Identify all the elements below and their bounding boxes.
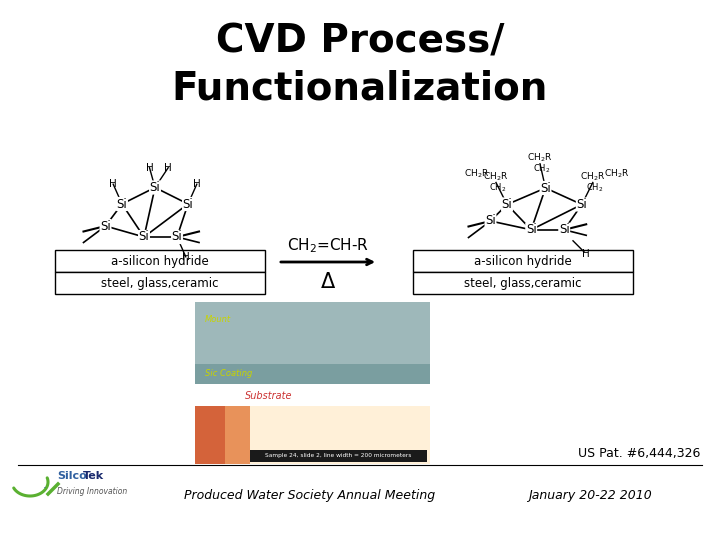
Text: CH$_2$R: CH$_2$R bbox=[604, 167, 630, 180]
Text: CVD Process/: CVD Process/ bbox=[216, 23, 504, 61]
Text: H: H bbox=[182, 252, 189, 262]
Text: a-silicon hydride: a-silicon hydride bbox=[111, 254, 209, 267]
Text: H: H bbox=[145, 163, 153, 173]
Text: H: H bbox=[109, 179, 117, 189]
Text: CH$_2$R: CH$_2$R bbox=[483, 170, 509, 183]
Text: CH$_2$R: CH$_2$R bbox=[580, 170, 606, 183]
Text: January 20-22 2010: January 20-22 2010 bbox=[528, 489, 652, 502]
Text: Si: Si bbox=[540, 181, 551, 194]
Text: H: H bbox=[164, 163, 172, 173]
Text: CH$_2$R: CH$_2$R bbox=[527, 152, 553, 164]
Text: US Pat. #6,444,326: US Pat. #6,444,326 bbox=[577, 447, 700, 460]
Bar bbox=[55, 272, 265, 294]
Text: Tek: Tek bbox=[83, 471, 104, 481]
Text: CH$_2$: CH$_2$ bbox=[490, 181, 507, 194]
Text: Si: Si bbox=[577, 198, 588, 211]
Text: Si: Si bbox=[183, 198, 194, 211]
Text: CH$_2$: CH$_2$ bbox=[586, 181, 603, 194]
Text: steel, glass,ceramic: steel, glass,ceramic bbox=[464, 276, 582, 289]
Text: Δ: Δ bbox=[321, 272, 335, 292]
Bar bbox=[195, 406, 225, 464]
Text: Substrate: Substrate bbox=[245, 391, 292, 401]
Bar bbox=[195, 302, 430, 384]
Text: H: H bbox=[193, 179, 201, 189]
Text: a-silicon hydride: a-silicon hydride bbox=[474, 254, 572, 267]
Text: Si: Si bbox=[100, 219, 111, 233]
Text: ·: · bbox=[43, 483, 47, 493]
Text: Driving Innovation: Driving Innovation bbox=[57, 488, 127, 496]
Bar bbox=[195, 406, 250, 464]
Text: CH$_2$: CH$_2$ bbox=[534, 163, 551, 175]
Text: Si: Si bbox=[139, 231, 149, 244]
Text: Sic Coating: Sic Coating bbox=[205, 369, 253, 379]
Bar bbox=[195, 406, 430, 464]
Text: H: H bbox=[582, 249, 590, 259]
Bar bbox=[195, 364, 430, 384]
Text: Si: Si bbox=[117, 198, 127, 211]
Bar bbox=[413, 272, 633, 294]
Text: Si: Si bbox=[526, 224, 536, 237]
Text: Si: Si bbox=[150, 181, 161, 194]
Bar bbox=[55, 250, 265, 272]
Text: Functionalization: Functionalization bbox=[172, 69, 548, 107]
Text: CH$_2$R: CH$_2$R bbox=[464, 167, 489, 180]
Text: Silco: Silco bbox=[57, 471, 86, 481]
Text: Si: Si bbox=[171, 231, 182, 244]
Bar bbox=[413, 250, 633, 272]
Text: Mount: Mount bbox=[205, 315, 231, 325]
Text: steel, glass,ceramic: steel, glass,ceramic bbox=[102, 276, 219, 289]
Bar bbox=[250, 450, 427, 462]
Text: CH$_2$=CH-R: CH$_2$=CH-R bbox=[287, 237, 369, 255]
Text: Si: Si bbox=[559, 224, 570, 237]
Text: Produced Water Society Annual Meeting: Produced Water Society Annual Meeting bbox=[184, 489, 436, 502]
Text: Sample 24, slide 2, line width = 200 micrometers: Sample 24, slide 2, line width = 200 mic… bbox=[265, 454, 412, 458]
Text: Si: Si bbox=[502, 198, 513, 211]
Text: Si: Si bbox=[485, 214, 496, 227]
